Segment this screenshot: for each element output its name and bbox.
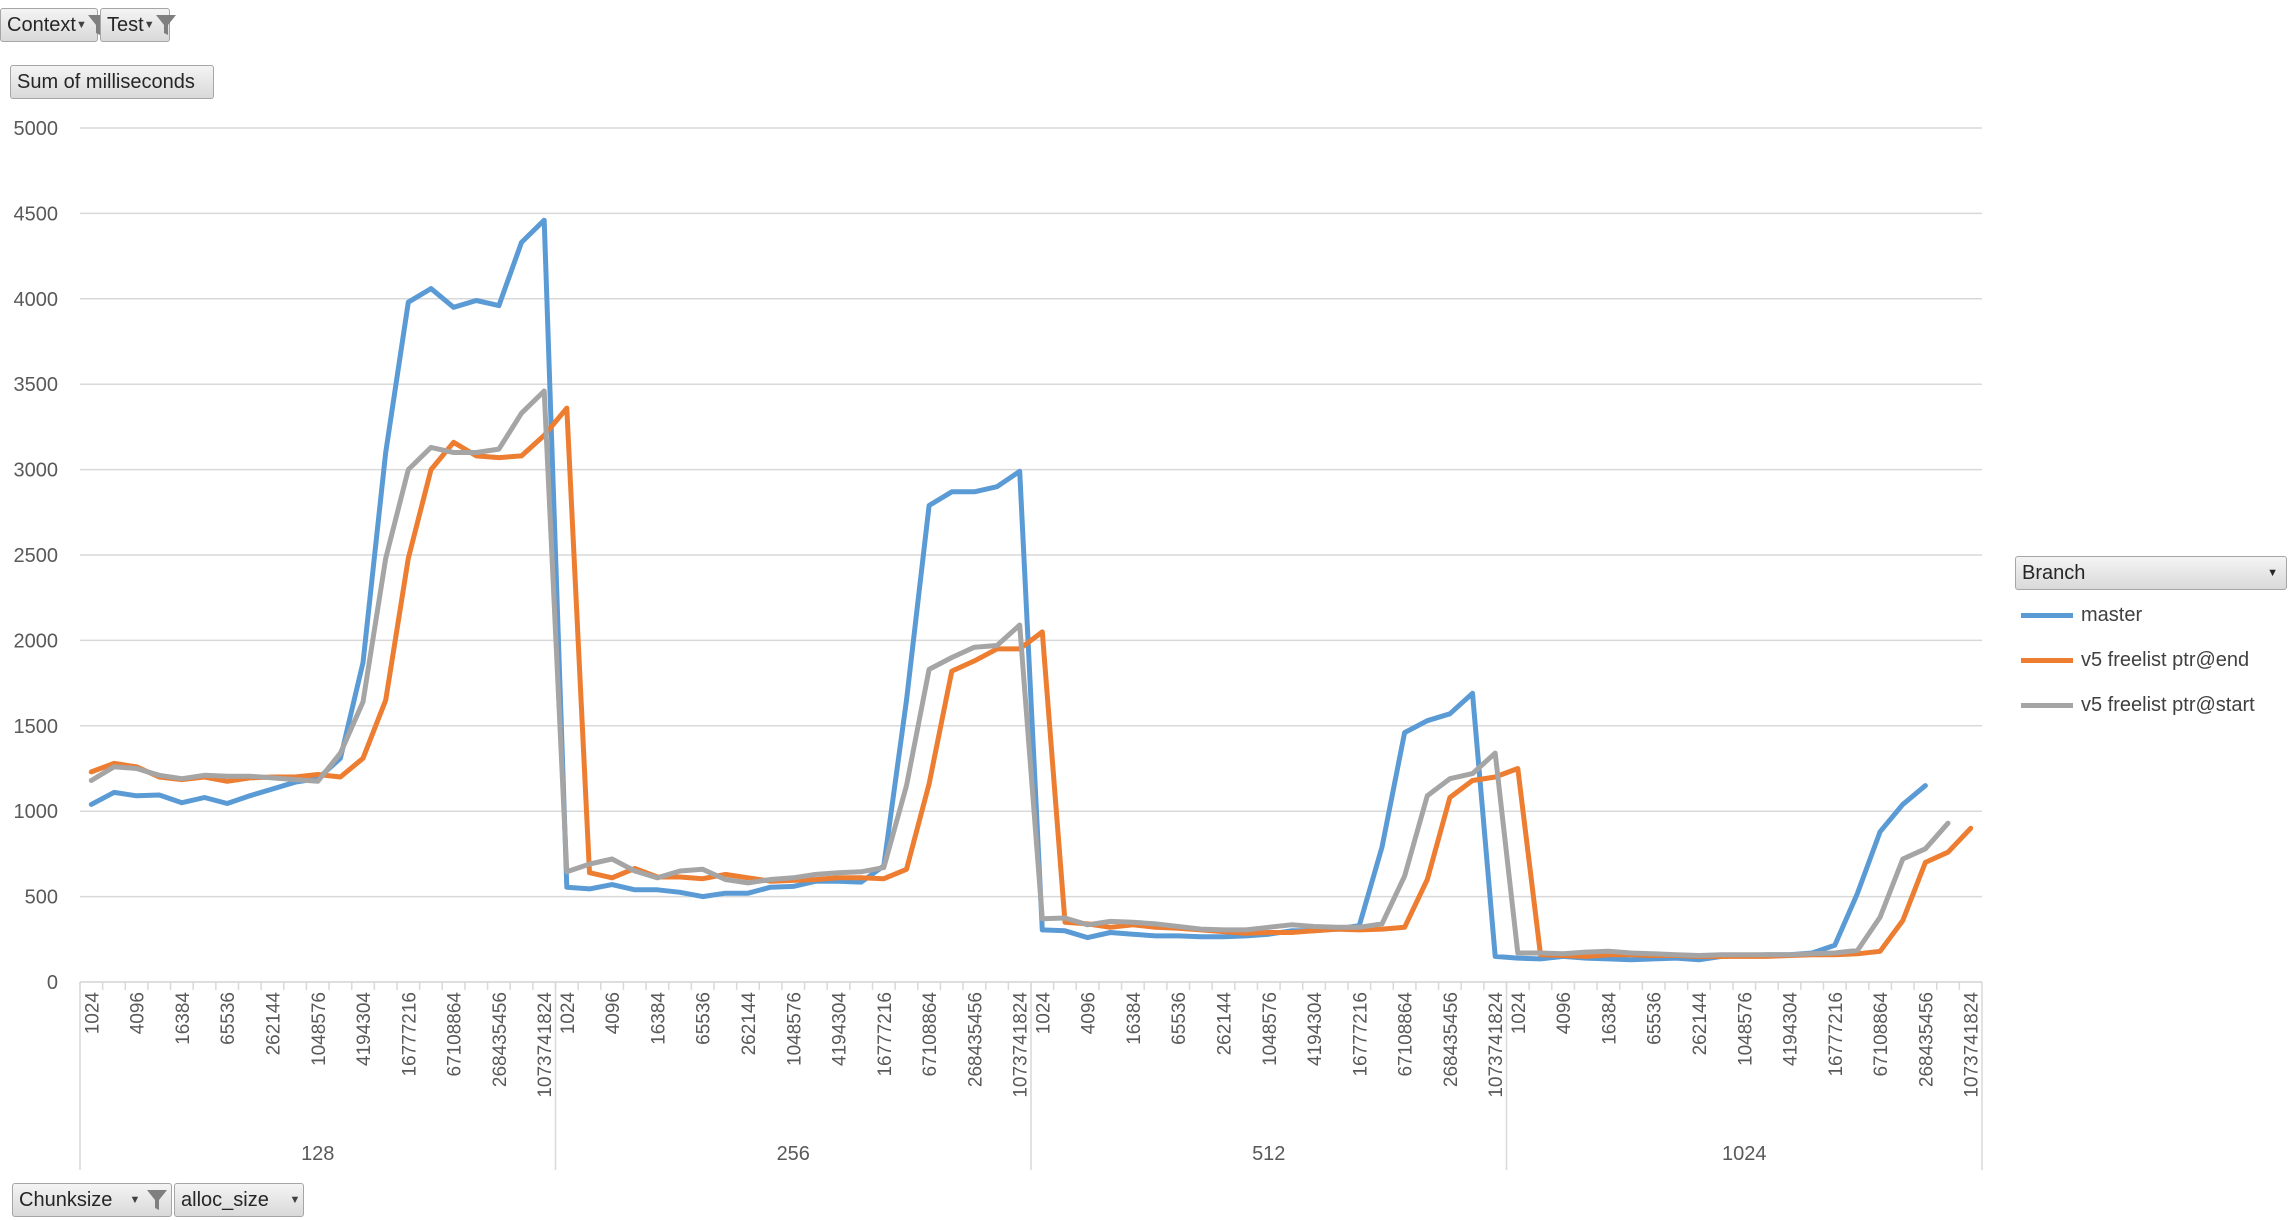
x-tick-label: 1024 [1033,992,1054,1035]
chevron-down-icon: ▼ [129,1194,141,1206]
legend-label: master [2081,603,2143,626]
x-tick-label: 67108864 [1396,992,1417,1077]
x-tick-label: 4194304 [1305,992,1326,1066]
chevron-down-icon: ▼ [2267,567,2278,579]
measure-field-button[interactable]: Sum of milliseconds [10,65,214,99]
x-tick-label: 67108864 [920,992,941,1077]
x-tick-label: 262144 [1690,992,1711,1056]
x-tick-label: 16777216 [399,992,420,1077]
group-label: 512 [1252,1143,1285,1165]
x-tick-label: 16777216 [1350,992,1371,1077]
y-tick-label: 2000 [14,630,59,652]
group-label: 1024 [1722,1143,1767,1165]
y-tick-label: 500 [25,887,58,909]
x-tick-label: 1048576 [784,992,805,1066]
legend-swatch [2021,657,2073,663]
x-tick-label: 1024 [82,992,103,1035]
x-tick-label: 4096 [128,992,149,1034]
x-tick-label: 262144 [1214,992,1235,1056]
x-tick-label: 4194304 [830,992,851,1066]
legend: Branch ▼ master v5 freelist ptr@end v5 f… [2015,556,2287,716]
x-tick-label: 4194304 [354,992,375,1066]
x-tick-label: 1024 [1509,992,1530,1035]
legend-branch-filter[interactable]: Branch ▼ [2015,556,2287,590]
chevron-down-icon: ▼ [75,19,87,31]
test-filter-label: Test [107,14,144,36]
y-tick-label: 5000 [14,118,59,140]
y-tick-label: 3000 [14,460,59,482]
chunksize-field-button[interactable]: Chunksize ▼ [12,1183,172,1217]
x-tick-label: 1073741824 [1962,992,1983,1098]
series-line-master [88,217,1928,963]
x-tick-label: 268435456 [1916,992,1937,1087]
y-tick-label: 1500 [14,716,59,738]
x-tick-label: 268435456 [490,992,511,1087]
x-tick-label: 268435456 [965,992,986,1087]
chevron-down-icon: ▼ [289,1194,301,1206]
legend-label: v5 freelist ptr@end [2081,648,2250,671]
x-tick-label: 65536 [1645,992,1666,1045]
x-tick-label: 65536 [218,992,239,1045]
x-tick-label: 268435456 [1441,992,1462,1087]
legend-swatch [2021,612,2073,618]
x-tick-label: 1048576 [1260,992,1281,1066]
legend-item-master: master [2021,600,2142,630]
x-tick-label: 16777216 [1826,992,1847,1077]
group-label: 256 [777,1143,810,1165]
x-tick-label: 4096 [603,992,624,1034]
x-tick-label: 1048576 [309,992,330,1066]
context-filter-label: Context [7,14,76,36]
y-tick-label: 1000 [14,801,59,823]
x-tick-label: 4096 [1554,992,1575,1034]
x-tick-label: 65536 [1169,992,1190,1045]
chevron-down-icon: ▼ [143,19,155,31]
x-tick-label: 67108864 [445,992,466,1077]
y-tick-label: 2500 [14,545,59,567]
x-tick-label: 65536 [694,992,715,1045]
series-line-v5-freelist-ptr-start [88,388,1951,958]
context-filter-button[interactable]: Context ▼ [0,8,108,42]
x-tick-label: 4194304 [1781,992,1802,1066]
x-tick-label: 16384 [648,992,669,1045]
x-tick-label: 1073741824 [1486,992,1507,1098]
filter-funnel-icon [155,11,177,39]
x-tick-label: 4096 [1079,992,1100,1034]
y-tick-label: 0 [47,972,58,994]
x-tick-label: 67108864 [1871,992,1892,1077]
x-tick-label: 1073741824 [535,992,556,1098]
x-tick-label: 1048576 [1735,992,1756,1066]
legend-item-ptr-start: v5 freelist ptr@start [2021,690,2255,720]
legend-swatch [2021,702,2073,708]
x-tick-label: 1024 [558,992,579,1035]
y-tick-label: 4000 [14,289,59,311]
legend-title: Branch [2022,562,2086,584]
x-tick-label: 262144 [739,992,760,1056]
measure-field-label: Sum of milliseconds [17,71,195,93]
filter-funnel-icon [143,1186,171,1214]
x-tick-label: 262144 [263,992,284,1056]
alloc-size-field-label: alloc_size [181,1189,269,1211]
y-tick-label: 3500 [14,374,59,396]
legend-label: v5 freelist ptr@start [2081,693,2255,716]
legend-item-ptr-end: v5 freelist ptr@end [2021,645,2249,675]
x-tick-label: 1073741824 [1011,992,1032,1098]
test-filter-button[interactable]: Test ▼ [100,8,176,42]
x-tick-label: 16384 [173,992,194,1045]
y-tick-label: 4500 [14,203,59,225]
group-label: 128 [301,1143,334,1165]
x-tick-label: 16384 [1599,992,1620,1045]
x-tick-label: 16777216 [875,992,896,1077]
x-tick-label: 16384 [1124,992,1145,1045]
chunksize-field-label: Chunksize [19,1189,113,1211]
alloc-size-field-button[interactable]: alloc_size ▼ [174,1183,304,1217]
